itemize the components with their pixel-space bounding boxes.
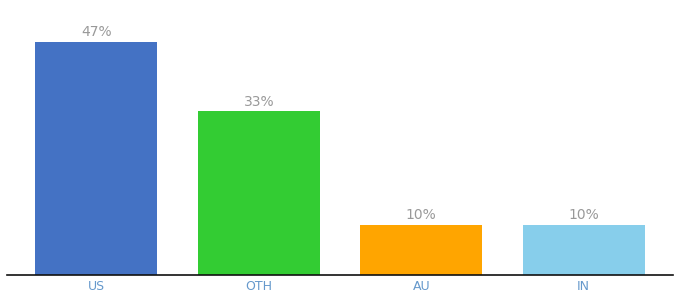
Bar [523, 225, 645, 274]
Text: 10%: 10% [568, 208, 599, 223]
Bar [198, 111, 320, 274]
Bar [360, 225, 482, 274]
Text: 10%: 10% [406, 208, 437, 223]
Bar [35, 42, 157, 274]
Text: 47%: 47% [81, 25, 112, 39]
Text: 33%: 33% [243, 94, 274, 109]
